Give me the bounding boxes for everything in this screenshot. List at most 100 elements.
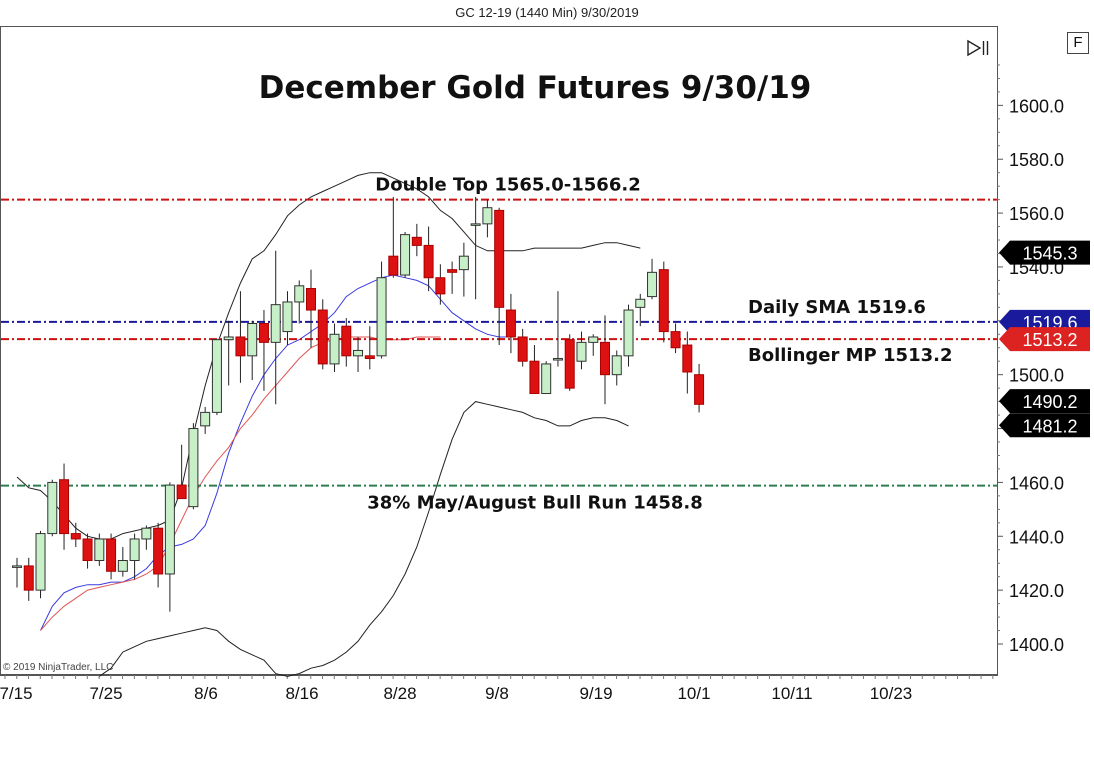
candle <box>494 207 505 346</box>
candle <box>35 530 46 599</box>
candle <box>282 291 293 346</box>
candle-body <box>23 565 34 591</box>
candle-body <box>211 339 222 413</box>
candle <box>47 479 58 537</box>
candle <box>611 350 622 386</box>
candle-body <box>94 538 105 562</box>
candle <box>623 304 634 367</box>
y-axis: 1400.01420.01440.01460.01480.01500.01520… <box>997 64 1064 655</box>
candle-body <box>576 341 587 362</box>
candle-body <box>376 277 387 357</box>
candle-body <box>458 255 469 271</box>
chart-title: December Gold Futures 9/30/19 <box>259 70 812 106</box>
bollinger-upper-line <box>16 172 641 540</box>
candle-body <box>270 304 281 343</box>
candle <box>82 533 93 569</box>
double-top-label: Double Top 1565.0-1566.2 <box>375 175 640 196</box>
x-tick-label: 7/15 <box>0 684 33 703</box>
candle <box>12 557 22 588</box>
candle-body <box>529 360 540 395</box>
y-tick-label: 1440.0 <box>1009 527 1064 547</box>
candle-body <box>447 269 458 273</box>
candle-body <box>223 336 234 341</box>
candle <box>200 406 211 434</box>
y-tick-label: 1580.0 <box>1009 150 1064 170</box>
x-tick-label: 10/1 <box>677 684 710 703</box>
candle-body <box>247 323 258 357</box>
candle <box>647 258 658 300</box>
price-tag-label: 1513.2 <box>1022 330 1077 350</box>
candle-body <box>400 234 411 276</box>
price-tag-1545: 1545.3 <box>999 240 1090 265</box>
candle-body <box>611 355 622 376</box>
price-tag-1513: 1513.2 <box>999 327 1090 352</box>
candle-body <box>129 538 140 562</box>
candle <box>70 522 81 548</box>
candle <box>341 318 352 367</box>
candle-body <box>482 207 493 225</box>
candle <box>270 250 281 405</box>
copyright-text: © 2019 NinjaTrader, LLC <box>3 662 113 673</box>
candle <box>258 310 269 391</box>
x-axis: 7/15 7/25 8/6 8/16 8/28 9/8 9/19 10/1 10/11 10/23 <box>0 675 994 703</box>
candle <box>423 226 434 292</box>
candle-body <box>329 333 340 365</box>
candle <box>94 533 105 566</box>
x-tick-label: 8/28 <box>383 684 416 703</box>
candle-body <box>153 527 164 575</box>
candle-body <box>647 271 658 298</box>
candle <box>176 444 187 500</box>
price-tag-label: 1490.2 <box>1022 392 1077 412</box>
x-tick-label: 8/16 <box>285 684 318 703</box>
y-tick-label: 1560.0 <box>1009 204 1064 224</box>
candle-body <box>164 484 175 575</box>
f-button[interactable]: F <box>1067 32 1089 54</box>
bollinger-mp-label: Bollinger MP 1513.2 <box>748 345 952 366</box>
candle-body <box>106 538 117 572</box>
price-tag-bg <box>999 389 1090 414</box>
x-tick-label: 10/23 <box>870 684 913 703</box>
candle-body <box>670 331 681 349</box>
candle <box>211 339 222 416</box>
price-tag-bg <box>999 327 1090 352</box>
candle <box>600 315 610 405</box>
candle-body <box>341 325 352 357</box>
x-tick-label: 9/19 <box>579 684 612 703</box>
fib-label: 38% May/August Bull Run 1458.8 <box>367 493 703 514</box>
candle-body <box>564 339 575 389</box>
price-tag-label: 1481.2 <box>1022 416 1077 436</box>
candle <box>400 231 411 278</box>
candle <box>317 299 328 370</box>
x-tick-label: 9/8 <box>485 684 509 703</box>
candle-body <box>70 533 81 540</box>
candle <box>682 331 693 394</box>
annotations: Double Top 1565.0-1566.2 Daily SMA 1519.6… <box>367 175 952 514</box>
x-tick-label: 7/25 <box>89 684 122 703</box>
candle-body <box>47 481 58 535</box>
bollinger-lower-line <box>99 401 629 677</box>
candle <box>635 293 646 327</box>
candle <box>388 196 399 278</box>
candle <box>294 280 305 324</box>
candle-body <box>423 244 434 279</box>
ema-curve-line <box>40 336 441 631</box>
candle <box>23 557 34 601</box>
candle-body <box>600 341 610 376</box>
candle-body <box>364 355 375 360</box>
candle-body <box>623 309 634 357</box>
scroll-to-end-icon[interactable] <box>965 38 991 58</box>
candle-body <box>117 560 128 572</box>
candle <box>141 525 152 550</box>
y-tick-label: 1400.0 <box>1009 635 1064 655</box>
candle-body <box>541 363 552 395</box>
candle-body <box>188 428 199 508</box>
candle <box>541 361 552 395</box>
price-tag-bg <box>999 413 1090 438</box>
y-tick-label: 1600.0 <box>1009 96 1064 116</box>
candle-body <box>235 336 246 357</box>
candle <box>505 293 516 354</box>
candle <box>164 482 175 612</box>
candle <box>482 199 493 238</box>
candle <box>529 345 540 395</box>
